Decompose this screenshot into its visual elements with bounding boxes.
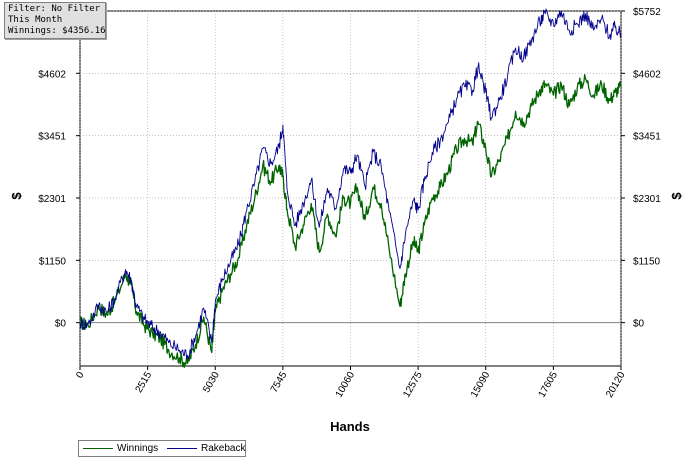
x-axis-title: Hands: [330, 419, 370, 434]
y-tick-label-left: $2301: [38, 194, 66, 205]
legend-item-winnings: Winnings: [83, 442, 158, 454]
legend-swatch-rakeback: [167, 447, 197, 449]
x-tick-label: 7545: [269, 370, 290, 395]
y-tick-label-left: $0: [55, 319, 67, 330]
legend-item-rakeback: Rakeback: [167, 442, 245, 454]
legend: Winnings Rakeback: [78, 440, 246, 457]
y-tick-label-right: $3451: [633, 132, 661, 143]
filter-info-box: Filter: No Filter This Month Winnings: $…: [4, 2, 106, 39]
y-tick-label-right: $4602: [633, 69, 661, 80]
legend-swatch-winnings: [83, 447, 113, 449]
series-line-winnings: [79, 74, 622, 368]
legend-label-rakeback: Rakeback: [201, 442, 246, 454]
y-tick-label-right: $2301: [633, 194, 661, 205]
x-tick-label: 20120: [604, 370, 628, 400]
y-tick-label-left: $3451: [38, 132, 66, 143]
grid: [79, 10, 622, 367]
y-tick-label-right: $0: [633, 319, 645, 330]
x-tick-label: 12575: [401, 370, 425, 400]
x-tick-label: 17605: [537, 370, 561, 400]
x-tick-label: 0: [74, 370, 87, 381]
x-tick-label: 10060: [334, 370, 358, 400]
legend-label-winnings: Winnings: [117, 442, 159, 454]
y-tick-label-right: $5752: [633, 7, 661, 18]
x-tick-label: 15090: [469, 370, 493, 400]
filter-label: Filter: No Filter: [8, 4, 101, 14]
x-tick-label: 5030: [201, 370, 222, 395]
winnings-total-label: Winnings: $4356.16: [8, 26, 106, 36]
x-tick-label: 2515: [134, 370, 155, 395]
y-tick-label-left: $1150: [39, 256, 67, 267]
series-layer: [79, 8, 622, 368]
y-tick-label-left: $4602: [38, 69, 66, 80]
period-label: This Month: [8, 15, 63, 25]
y-tick-label-right: $1150: [633, 256, 661, 267]
y-axis-title-right: $: [669, 192, 684, 200]
y-axis-title-left: $: [9, 192, 24, 200]
series-line-rakeback: [79, 8, 622, 360]
